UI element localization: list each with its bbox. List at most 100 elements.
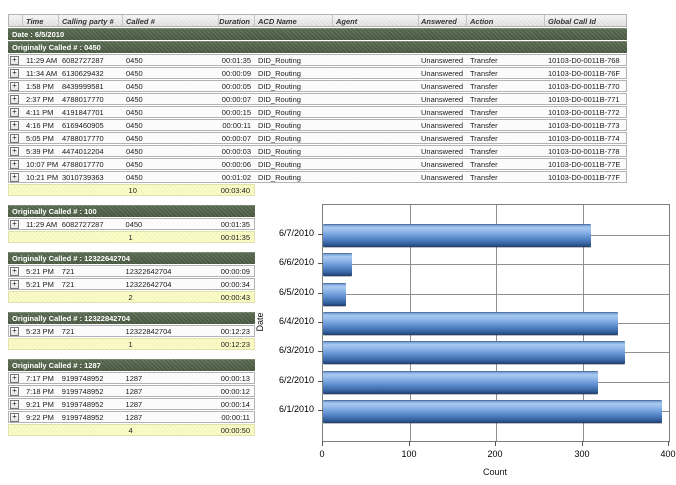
expand-icon[interactable]: +: [10, 56, 19, 65]
expand-icon[interactable]: +: [10, 267, 19, 276]
y-axis-tick: [318, 381, 323, 382]
cell-gcid: 10103-D0-0011B-773: [548, 121, 620, 130]
expand-icon[interactable]: +: [10, 108, 19, 117]
expand-cell: +: [9, 326, 23, 336]
cell-time: 11:34 AM: [26, 69, 58, 78]
cell-called: 0450: [125, 220, 143, 229]
expand-cell: +: [9, 159, 23, 169]
cell-duration: 00:12:23: [220, 327, 250, 336]
cell-duration: 00:00:11: [221, 413, 250, 422]
chart-bar: [323, 371, 598, 394]
cell-gcid: 10103-D0-0011B-770: [548, 82, 620, 91]
cell-duration: 00:00:34: [220, 280, 250, 289]
cell-called: 1287: [125, 374, 143, 383]
expand-cell: +: [9, 107, 23, 117]
summary-count: 1: [128, 233, 133, 242]
expand-icon[interactable]: +: [10, 413, 19, 422]
summary-total-duration: 00:12:23: [220, 340, 250, 349]
gridline-horizontal: [323, 294, 669, 295]
cell-called: 0450: [126, 108, 143, 117]
cell-time: 5:05 PM: [26, 134, 54, 143]
column-header-global-call-id[interactable]: Global Call Id: [548, 17, 596, 26]
cell-called: 0450: [126, 56, 143, 65]
call-row: +1:58 PM 8439999581 0450 00:00:05 DID_Routin…: [8, 80, 627, 92]
chart-bar: [323, 283, 346, 306]
expand-icon[interactable]: +: [10, 82, 19, 91]
expand-icon[interactable]: +: [10, 387, 19, 396]
column-header-action[interactable]: Action: [467, 15, 545, 26]
expand-icon[interactable]: +: [10, 374, 19, 383]
cell-time: 7:18 PM: [25, 387, 54, 396]
expand-cell: +: [9, 68, 23, 78]
call-row: +11:29 AM 6082727287 0450 00:01:35 DID_Routi…: [8, 54, 627, 66]
gridline-horizontal: [323, 264, 669, 265]
column-header-agent[interactable]: Agent: [333, 15, 419, 26]
cell-calling: 9199748952: [61, 374, 104, 383]
expand-icon[interactable]: +: [10, 147, 19, 156]
expand-icon[interactable]: +: [10, 134, 19, 143]
group-summary-row: 10 00:03:40: [8, 184, 255, 196]
call-row: +9:21 PM 9199748952 1287 00:00:14: [8, 398, 255, 410]
column-header-answered[interactable]: Answered: [419, 15, 467, 26]
cell-answered: Unanswered: [421, 56, 464, 65]
cell-calling: 4788017770: [62, 160, 104, 169]
x-axis-tick: [495, 441, 496, 446]
category-label: 6/3/2010: [278, 345, 314, 355]
cell-agent: [333, 120, 419, 130]
call-row: +4:16 PM 6169460905 0450 00:00:11 DID_Routin…: [8, 119, 627, 131]
group-summary-row: 2 00:00:43: [8, 291, 255, 303]
column-header-duration[interactable]: Duration: [219, 15, 255, 26]
x-axis-tick: [668, 441, 669, 446]
summary-spacer: [9, 185, 123, 195]
cell-calling: 4474012204: [62, 147, 104, 156]
cell-called: 12322642704: [125, 280, 172, 289]
cell-duration: 00:00:09: [221, 69, 251, 78]
cell-time: 4:16 PM: [26, 121, 54, 130]
group-summary-row: 1 00:01:35: [8, 231, 255, 243]
calls-by-date-chart: Date Count 6/7/2010 6/6/2010 6/5/2010 6/4/2…: [250, 195, 676, 485]
expand-icon[interactable]: +: [10, 121, 19, 130]
group-section: Originally Called # : 12322842704 +5:23 P…: [8, 312, 627, 350]
cell-calling: 6082727287: [62, 56, 104, 65]
cell-time: 10:07 PM: [26, 160, 59, 169]
expand-icon[interactable]: +: [10, 280, 19, 289]
column-header-acd-name[interactable]: ACD Name: [255, 15, 333, 26]
cell-acd: DID_Routing: [258, 147, 301, 156]
cell-called: 1287: [125, 387, 143, 396]
expand-icon[interactable]: +: [10, 220, 19, 229]
expand-icon[interactable]: +: [10, 160, 19, 169]
expand-icon[interactable]: +: [10, 69, 19, 78]
cell-acd: DID_Routing: [258, 56, 301, 65]
summary-spacer: [9, 292, 123, 302]
cell-calling: 6169460905: [62, 121, 104, 130]
chart-bar: [323, 341, 625, 364]
x-axis-label: Count: [482, 467, 508, 477]
cell-time: 1:58 PM: [26, 82, 54, 91]
column-header-called[interactable]: Called #: [123, 15, 219, 26]
summary-spacer: [9, 339, 123, 349]
cell-gcid: 10103-D0-0011B-778: [548, 147, 620, 156]
expand-cell: +: [9, 81, 23, 91]
call-row: +10:21 PM 3010739363 0450 00:01:02 DID_Routi…: [8, 171, 627, 183]
cell-agent: [333, 68, 419, 78]
cell-calling: 9199748952: [61, 413, 104, 422]
expand-cell: +: [9, 94, 23, 104]
x-axis-tick: [409, 441, 410, 446]
expand-icon[interactable]: +: [10, 400, 19, 409]
cell-duration: 00:00:07: [221, 95, 251, 104]
cell-called: 0450: [126, 160, 143, 169]
expand-icon[interactable]: +: [10, 173, 19, 182]
expand-icon[interactable]: +: [10, 95, 19, 104]
summary-count: 2: [128, 293, 133, 302]
cell-action: Transfer: [470, 56, 498, 65]
cell-gcid: 10103-D0-0011B-774: [548, 134, 620, 143]
cell-calling: 4788017770: [62, 95, 104, 104]
expand-icon[interactable]: +: [10, 327, 19, 336]
cell-time: 9:21 PM: [25, 400, 54, 409]
column-header-time[interactable]: Time: [23, 15, 59, 26]
column-header-calling-party[interactable]: Calling party #: [59, 15, 123, 26]
expand-cell: +: [9, 399, 23, 409]
group-header: Originally Called # : 1287: [8, 359, 255, 371]
cell-acd: DID_Routing: [258, 173, 301, 182]
